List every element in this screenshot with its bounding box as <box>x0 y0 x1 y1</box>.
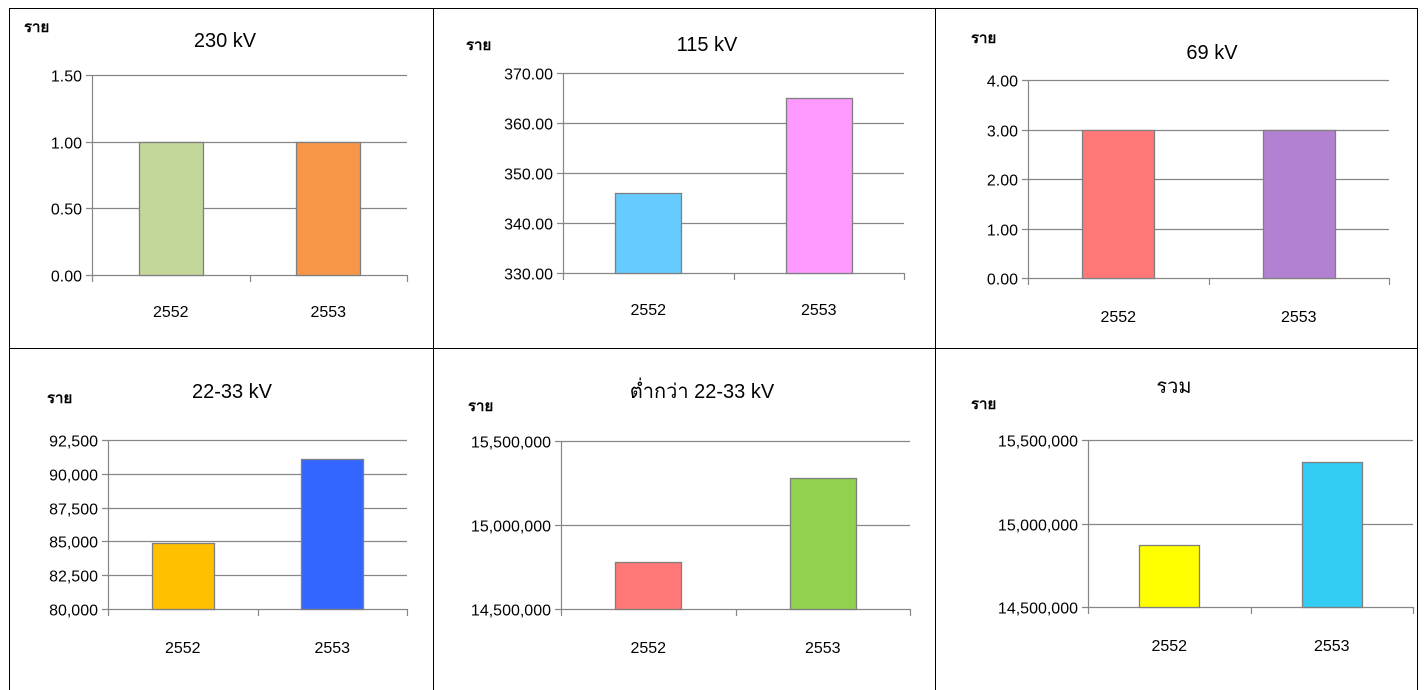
bar-2553 <box>295 141 362 277</box>
y-tick-label: 0.00 <box>51 269 82 286</box>
bar-2552 <box>614 192 683 275</box>
y-tick-label: 4.00 <box>987 74 1018 91</box>
y-tick-label: 1.00 <box>51 136 82 153</box>
y-tick-label: 1.00 <box>987 223 1018 240</box>
chart-svg-below-22-33kv: 14,500,000 15,000,000 15,500,000 2552 2553 ต่… <box>468 377 912 657</box>
bar-2552 <box>614 561 683 611</box>
y-tick-label: 340.00 <box>504 217 553 234</box>
y-tick-label: 15,000,000 <box>998 518 1078 535</box>
y-tick-label: 85,000 <box>49 535 98 552</box>
y-tick-label: 14,500,000 <box>471 603 551 620</box>
x-tick-label: 2553 <box>314 640 350 657</box>
y-tick-label: 330.00 <box>504 267 553 284</box>
y-tick-label: 15,000,000 <box>471 519 551 536</box>
y-tick-label: 3.00 <box>987 124 1018 141</box>
chart-svg-69kv: 0.00 1.00 2.00 3.00 4.00 2552 2553 69 kV ราย <box>971 29 1391 326</box>
y-tick-label: 87,500 <box>49 502 98 519</box>
x-tick-label: 2553 <box>801 302 837 319</box>
y-tick-label: 90,000 <box>49 468 98 485</box>
bar-2552 <box>151 542 216 611</box>
y-tick-label: 15,500,000 <box>998 434 1078 451</box>
chart-svg-115kv: 330.00 340.00 350.00 360.00 370.00 2552 2553 11… <box>466 34 906 319</box>
x-tick-label: 2552 <box>1151 638 1187 655</box>
y-axis-unit-label: ราย <box>466 36 491 54</box>
chart-title: 115 kV <box>677 34 738 56</box>
y-axis-unit-label: ราย <box>47 389 72 407</box>
chart-panel-below-22-33kv: 14,500,000 15,000,000 15,500,000 2552 2553 ต่… <box>434 349 935 690</box>
chart-panel-69kv: 0.00 1.00 2.00 3.00 4.00 2552 2553 69 kV ราย <box>936 9 1417 348</box>
x-tick-label: 2553 <box>310 304 346 321</box>
bar-2552 <box>138 141 205 277</box>
chart-svg-22-33kv: 80,000 82,500 85,000 87,500 90,000 92,500 2552… <box>47 381 409 657</box>
x-tick-label: 2552 <box>630 640 666 657</box>
chart-title: 230 kV <box>194 30 257 52</box>
chart-title: ต่ำกว่า 22-33 kV <box>630 377 775 403</box>
y-tick-label: 1.50 <box>51 69 82 86</box>
bar-2552 <box>1081 129 1156 280</box>
y-tick-label: 82,500 <box>49 569 98 586</box>
chart-title: 69 kV <box>1186 42 1238 64</box>
y-tick-label: 370.00 <box>504 67 553 84</box>
chart-panel-total: 14,500,000 15,000,000 15,500,000 2552 2553 รว… <box>936 349 1417 690</box>
y-tick-label: 80,000 <box>49 603 98 620</box>
y-tick-label: 360.00 <box>504 117 553 134</box>
y-axis-unit-label: ราย <box>971 29 996 47</box>
chart-title: 22-33 kV <box>192 381 273 403</box>
bar-2553 <box>1262 129 1337 280</box>
x-tick-label: 2553 <box>805 640 841 657</box>
y-axis-unit-label: ราย <box>468 397 493 415</box>
x-tick-label: 2553 <box>1314 638 1350 655</box>
x-tick-label: 2553 <box>1281 309 1317 326</box>
chart-panel-115kv: 330.00 340.00 350.00 360.00 370.00 2552 2553 11… <box>434 9 935 348</box>
bar-2553 <box>785 97 854 275</box>
y-tick-label: 15,500,000 <box>471 435 551 452</box>
y-axis-unit-label: ราย <box>24 18 49 36</box>
y-tick-label: 2.00 <box>987 173 1018 190</box>
x-tick-label: 2552 <box>1100 309 1136 326</box>
x-tick-label: 2552 <box>165 640 201 657</box>
bar-2553 <box>1301 461 1364 609</box>
chart-panel-230kv: 0.00 0.50 1.00 1.50 2552 2553 230 kV ราย <box>10 9 433 348</box>
chart-panel-22-33kv: 80,000 82,500 85,000 87,500 90,000 92,500 2552… <box>10 349 433 690</box>
y-tick-label: 92,500 <box>49 434 98 451</box>
bar-2552 <box>1138 544 1201 609</box>
y-tick-label: 350.00 <box>504 167 553 184</box>
chart-svg-230kv: 0.00 0.50 1.00 1.50 2552 2553 230 kV ราย <box>24 18 409 321</box>
y-tick-label: 0.50 <box>51 202 82 219</box>
y-tick-label: 14,500,000 <box>998 601 1078 618</box>
x-tick-label: 2552 <box>630 302 666 319</box>
bar-2553 <box>300 458 365 611</box>
chart-title: รวม <box>1156 376 1191 398</box>
x-tick-label: 2552 <box>153 304 189 321</box>
y-axis-unit-label: ราย <box>971 395 996 413</box>
y-tick-label: 0.00 <box>987 272 1018 289</box>
bar-2553 <box>789 477 858 611</box>
chart-svg-total: 14,500,000 15,000,000 15,500,000 2552 2553 รว… <box>971 376 1415 655</box>
